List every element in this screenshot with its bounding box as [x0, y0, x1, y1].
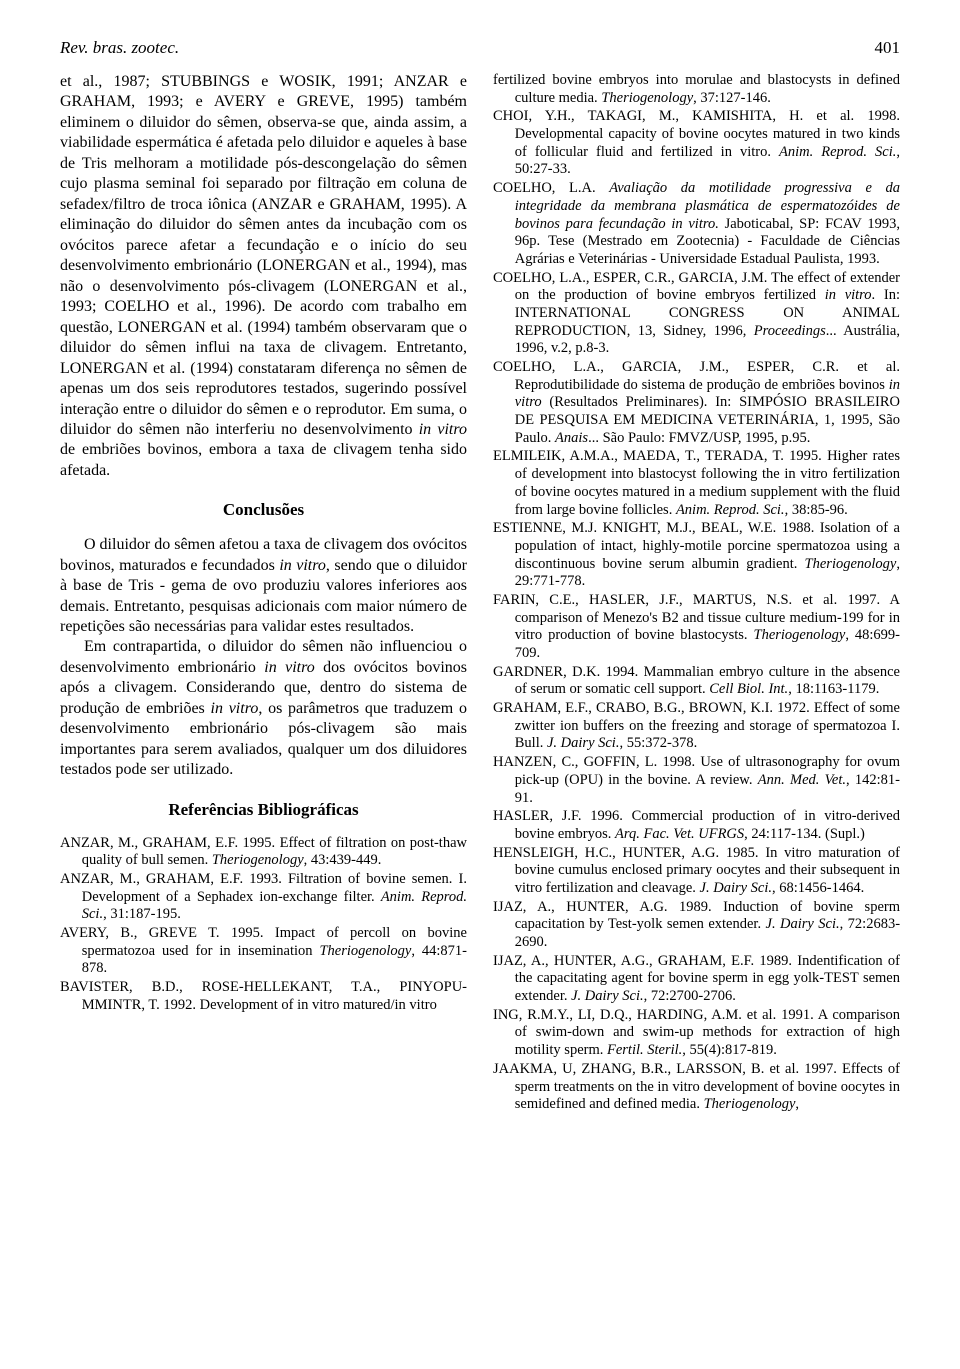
text-run: , 55:372-378. — [619, 735, 697, 751]
text-run: , 55(4):817-819. — [682, 1042, 777, 1058]
italic-run: Theriogenology — [212, 852, 304, 868]
body-paragraph: et al., 1987; STUBBINGS e WOSIK, 1991; A… — [60, 72, 467, 481]
text-run: , 37:127-146. — [693, 90, 771, 106]
italic-run: Arq. Fac. Vet. UFRGS — [615, 826, 744, 842]
italic-run: Cell Biol. Int. — [709, 681, 788, 697]
reference-item: COELHO, L.A. Avaliação da motilidade pro… — [493, 180, 900, 268]
reference-item: BAVISTER, B.D., ROSE-HELLEKANT, T.A., PI… — [60, 979, 467, 1014]
reference-item: IJAZ, A., HUNTER, A.G. 1989. Induction o… — [493, 899, 900, 952]
page-number: 401 — [875, 38, 901, 58]
section-heading-references: Referências Bibliográficas — [60, 799, 467, 821]
text-run: et al., 1987; STUBBINGS e WOSIK, 1991; A… — [60, 73, 467, 438]
right-column: fertilized bovine embryos into morulae a… — [493, 72, 900, 1115]
reference-item: GRAHAM, E.F., CRABO, B.G., BROWN, K.I. 1… — [493, 700, 900, 753]
italic-run: in vitro — [264, 659, 314, 676]
italic-run: in vitro — [211, 700, 259, 717]
references-right: CHOI, Y.H., TAKAGI, M., KAMISHITA, H. et… — [493, 108, 900, 1114]
italic-run: Proceedings — [754, 323, 826, 339]
body-paragraph: Em contrapartida, o diluidor do sêmen nã… — [60, 637, 467, 780]
text-run: , 43:439-449. — [304, 852, 382, 868]
italic-run: Ann. Med. Vet. — [758, 772, 846, 788]
reference-item: ANZAR, M., GRAHAM, E.F. 1995. Effect of … — [60, 835, 467, 870]
text-run: , 18:1163-1179. — [788, 681, 879, 697]
italic-run: Theriogenology — [805, 556, 897, 572]
reference-item: COELHO, L.A., ESPER, C.R., GARCIA, J.M. … — [493, 270, 900, 358]
left-column: et al., 1987; STUBBINGS e WOSIK, 1991; A… — [60, 72, 467, 1115]
italic-run: Anim. Reprod. Sci. — [676, 502, 785, 518]
reference-item: ING, R.M.Y., LI, D.Q., HARDING, A.M. et … — [493, 1007, 900, 1060]
reference-item: CHOI, Y.H., TAKAGI, M., KAMISHITA, H. et… — [493, 108, 900, 179]
text-run: , 31:187-195. — [103, 906, 181, 922]
italic-run: in vitro — [825, 287, 872, 303]
journal-title: Rev. bras. zootec. — [60, 38, 179, 58]
italic-run: Theriogenology — [704, 1096, 796, 1112]
text-run: , 24:117-134. (Supl.) — [744, 826, 865, 842]
text-run: JAAKMA, U, ZHANG, B.R., LARSSON, B. et a… — [493, 1061, 900, 1112]
italic-run: Theriogenology — [601, 90, 693, 106]
reference-item: GARDNER, D.K. 1994. Mammalian embryo cul… — [493, 664, 900, 699]
reference-item: JAAKMA, U, ZHANG, B.R., LARSSON, B. et a… — [493, 1061, 900, 1114]
reference-item: FARIN, C.E., HASLER, J.F., MARTUS, N.S. … — [493, 592, 900, 663]
text-run: de embriões bovinos, embora a taxa de cl… — [60, 441, 467, 478]
reference-item: IJAZ, A., HUNTER, A.G., GRAHAM, E.F. 198… — [493, 953, 900, 1006]
italic-run: Anim. Reprod. Sci. — [779, 144, 896, 160]
text-run: , 38:85-96. — [785, 502, 848, 518]
italic-run: in vitro — [419, 421, 467, 438]
reference-item: HENSLEIGH, H.C., HUNTER, A.G. 1985. In v… — [493, 845, 900, 898]
text-run: BAVISTER, B.D., ROSE-HELLEKANT, T.A., PI… — [60, 979, 467, 1013]
text-run: , 68:1456-1464. — [772, 880, 864, 896]
text-run: COELHO, L.A. — [493, 180, 609, 196]
reference-item: fertilized bovine embryos into morulae a… — [493, 72, 900, 107]
italic-run: Theriogenology — [319, 943, 411, 959]
page-header: Rev. bras. zootec. 401 — [60, 38, 900, 58]
italic-run: Fertil. Steril. — [607, 1042, 682, 1058]
two-column-layout: et al., 1987; STUBBINGS e WOSIK, 1991; A… — [60, 72, 900, 1115]
text-run: COELHO, L.A., GARCIA, J.M., ESPER, C.R. … — [493, 359, 900, 393]
reference-item: HASLER, J.F. 1996. Commercial production… — [493, 808, 900, 843]
text-run: ... São Paulo: FMVZ/USP, 1995, p.95. — [588, 430, 810, 446]
italic-run: Theriogenology — [754, 627, 846, 643]
italic-run: Anais — [555, 430, 588, 446]
reference-item: COELHO, L.A., GARCIA, J.M., ESPER, C.R. … — [493, 359, 900, 447]
italic-run: J. Dairy Sci. — [547, 735, 619, 751]
body-paragraph: O diluidor do sêmen afetou a taxa de cli… — [60, 535, 467, 637]
italic-run: J. Dairy Sci. — [700, 880, 772, 896]
reference-item: ELMILEIK, A.M.A., MAEDA, T., TERADA, T. … — [493, 448, 900, 519]
italic-run: J. Dairy Sci. — [766, 916, 840, 932]
italic-run: in vitro — [279, 557, 326, 574]
references-left: ANZAR, M., GRAHAM, E.F. 1995. Effect of … — [60, 835, 467, 1015]
reference-item: ANZAR, M., GRAHAM, E.F. 1993. Filtration… — [60, 871, 467, 924]
reference-item: HANZEN, C., GOFFIN, L. 1998. Use of ultr… — [493, 754, 900, 807]
text-run: , 72:2700-2706. — [644, 988, 736, 1004]
section-heading-conclusoes: Conclusões — [60, 499, 467, 521]
reference-item: ESTIENNE, M.J. KNIGHT, M.J., BEAL, W.E. … — [493, 520, 900, 591]
italic-run: J. Dairy Sci. — [571, 988, 643, 1004]
text-run: , — [795, 1096, 799, 1112]
reference-item: AVERY, B., GREVE T. 1995. Impact of perc… — [60, 925, 467, 978]
